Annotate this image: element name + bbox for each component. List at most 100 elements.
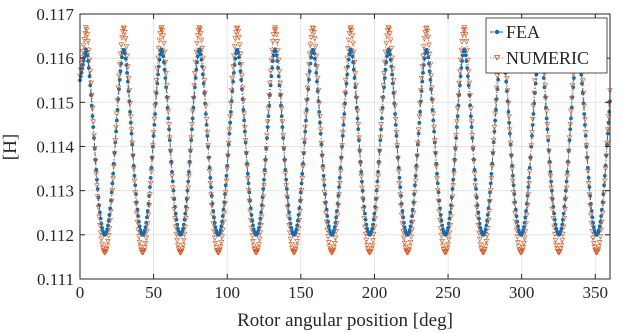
fea-point [496,77,501,82]
fea-point [424,47,429,52]
numeric-point [364,242,370,249]
fea-point [94,167,99,172]
numeric-point [373,206,379,213]
numeric-point [511,200,518,207]
fea-point [527,165,532,170]
numeric-point [524,203,531,209]
numeric-point [468,106,474,112]
fea-point [471,147,475,151]
numeric-point [434,187,441,194]
numeric-point [331,241,338,247]
fea-point [314,70,319,75]
fea-point [489,171,494,176]
fea-point [205,133,210,138]
numeric-point [108,208,114,215]
numeric-point [83,27,90,33]
numeric-point [164,95,171,102]
fea-point [408,224,413,229]
numeric-point [560,231,566,238]
numeric-point [312,36,318,42]
numeric-point [404,250,411,256]
fea-point [98,216,103,221]
fea-point [166,116,171,121]
numeric-point [406,244,413,250]
numeric-point [173,231,180,238]
fea-point [581,101,586,106]
fea-point [198,48,202,53]
numeric-point [459,39,465,45]
numeric-point [490,138,497,144]
numeric-point [449,194,456,200]
numeric-point [477,241,484,248]
numeric-point [231,44,238,50]
fea-point [345,72,350,77]
numeric-point [599,210,606,217]
numeric-point [210,221,217,227]
x-tick-label: 100 [214,283,240,302]
fea-point [151,133,156,138]
x-tick-label: 0 [76,283,85,302]
axis-ticks: 0 50 100 150 200 250 300 350 0.111 0.112 0.113 0.11… [36,5,610,302]
fea-point [340,133,345,138]
numeric-point [100,245,106,252]
numeric-point [319,153,325,160]
numeric-point [602,166,609,172]
numeric-point [150,143,156,149]
fea-point [128,109,132,114]
numeric-point [439,239,445,245]
numeric-point [447,223,454,229]
numeric-point [426,51,433,57]
numeric-point [527,156,534,162]
numeric-point [218,240,225,246]
fea-point [245,171,250,176]
fea-point [402,225,407,230]
numeric-point [525,192,532,198]
numeric-point [515,244,522,250]
numeric-point [432,138,438,144]
numeric-point [412,178,419,184]
fea-point [261,187,266,191]
fea-point [282,147,286,151]
numeric-point [428,73,434,79]
numeric-point [153,90,159,97]
numeric-point [299,176,306,182]
numeric-point [373,196,380,203]
numeric-point [437,226,444,232]
numeric-point [462,27,468,33]
numeric-point [270,39,276,45]
numeric-point [98,236,105,243]
numeric-point [233,26,240,32]
numeric-point [249,233,256,239]
numeric-point [526,181,532,187]
numeric-point [265,106,272,112]
numeric-point [341,103,348,109]
numeric-point [306,51,313,57]
numeric-point [108,198,115,205]
numeric-point [478,245,484,252]
fea-point [256,226,261,230]
numeric-point [440,243,446,249]
numeric-point [423,26,429,32]
numeric-point [359,185,365,191]
numeric-point [362,231,369,238]
numeric-point [174,237,180,244]
numeric-point [116,62,123,68]
numeric-point [383,40,390,47]
x-tick-label: 350 [583,283,609,302]
numeric-point [127,114,134,120]
numeric-point [513,227,520,233]
numeric-point [217,244,224,250]
numeric-point [168,161,175,167]
numeric-point [472,183,479,189]
numeric-point [284,205,291,211]
numeric-point [242,138,249,144]
numeric-point [320,178,327,184]
numeric-point [146,203,152,209]
numeric-point [345,45,351,52]
numeric-point [334,212,341,219]
numeric-point [237,51,244,57]
numeric-point [422,30,429,36]
fea-point [99,221,104,226]
numeric-point [211,235,218,241]
numeric-point [320,166,326,172]
